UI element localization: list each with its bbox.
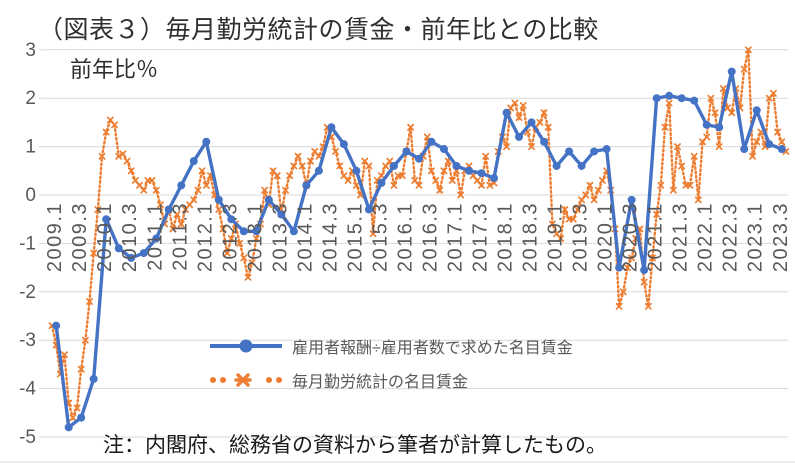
svg-text:0: 0 — [25, 185, 36, 206]
svg-text:-1: -1 — [19, 233, 36, 254]
legend-item-monthly-survey-wage: 毎月勤労統計の名目賃金 — [210, 363, 573, 397]
svg-text:2023.1: 2023.1 — [745, 202, 767, 272]
svg-text:2016.3: 2016.3 — [419, 202, 441, 272]
blue-line-marker-icon — [210, 339, 282, 353]
legend-label-monthly-survey-wage: 毎月勤労統計の名目賃金 — [292, 374, 469, 391]
svg-text:2: 2 — [25, 88, 36, 109]
svg-text:2021.1: 2021.1 — [645, 202, 667, 272]
svg-text:-4: -4 — [19, 379, 36, 400]
svg-text:2016.1: 2016.1 — [394, 202, 416, 272]
svg-text:2010.1: 2010.1 — [94, 202, 116, 272]
svg-text:2015.3: 2015.3 — [369, 202, 391, 272]
svg-text:2010.3: 2010.3 — [119, 202, 141, 272]
y-axis-unit-label: 前年比％ — [70, 57, 159, 82]
svg-text:2012.1: 2012.1 — [194, 202, 216, 272]
svg-text:2018.1: 2018.1 — [495, 202, 517, 272]
svg-text:2022.1: 2022.1 — [695, 202, 717, 272]
svg-text:2014.1: 2014.1 — [294, 202, 316, 272]
svg-text:2011.1: 2011.1 — [144, 202, 166, 271]
svg-text:2013.1: 2013.1 — [244, 202, 266, 272]
svg-text:2020.3: 2020.3 — [620, 202, 642, 272]
svg-text:2020.1: 2020.1 — [595, 202, 617, 272]
chart-title: （図表３）毎月勤労統計の賃金・前年比との比較 — [38, 16, 599, 44]
svg-text:-5: -5 — [19, 427, 36, 448]
svg-text:2017.3: 2017.3 — [470, 202, 492, 272]
source-note: 注：内閣府、総務省の資料から筆者が計算したもの。 — [103, 434, 607, 457]
svg-text:2009.3: 2009.3 — [69, 202, 91, 272]
svg-text:2017.1: 2017.1 — [444, 202, 466, 272]
svg-text:2014.3: 2014.3 — [319, 202, 341, 272]
svg-text:-2: -2 — [19, 282, 36, 303]
svg-text:2018.3: 2018.3 — [520, 202, 542, 272]
svg-text:3: 3 — [25, 40, 36, 61]
svg-text:1: 1 — [25, 137, 36, 158]
svg-text:2009.1: 2009.1 — [44, 202, 66, 272]
svg-text:2012.3: 2012.3 — [219, 202, 241, 272]
svg-text:2015.1: 2015.1 — [344, 202, 366, 272]
legend-item-compensation-wage: 雇用者報酬÷雇用者数で求めた名目賃金 — [210, 329, 573, 363]
svg-text:2019.3: 2019.3 — [570, 202, 592, 272]
svg-text:2011.3: 2011.3 — [169, 202, 191, 271]
svg-text:-3: -3 — [19, 330, 36, 351]
svg-text:2022.3: 2022.3 — [720, 202, 742, 272]
svg-text:2013.3: 2013.3 — [269, 202, 291, 272]
svg-text:2019.1: 2019.1 — [545, 202, 567, 272]
legend: 雇用者報酬÷雇用者数で求めた名目賃金 毎月勤労統計の名目賃金 — [210, 329, 573, 397]
orange-dotted-star-icon — [210, 373, 282, 387]
svg-text:2021.3: 2021.3 — [670, 202, 692, 272]
legend-label-compensation-wage: 雇用者報酬÷雇用者数で求めた名目賃金 — [292, 340, 573, 357]
svg-text:2023.3: 2023.3 — [770, 202, 792, 272]
